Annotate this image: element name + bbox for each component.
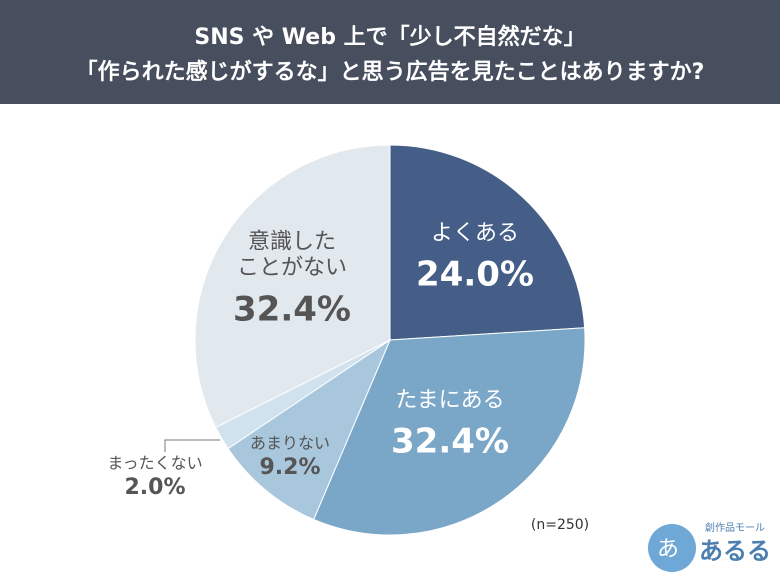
leader-line: [164, 439, 220, 452]
slice-label: まったくない: [107, 452, 203, 472]
value-label: 32.4%: [391, 421, 509, 462]
pie-slice: [313, 327, 586, 536]
logo-icon-text: あ: [657, 537, 679, 562]
slice-label: よくある: [430, 220, 520, 246]
note: (n=250): [531, 517, 589, 533]
value-label: 2.0%: [124, 474, 186, 500]
value-label: 9.2%: [259, 454, 321, 480]
header-band: [0, 0, 780, 104]
logo-name: あるる: [699, 537, 771, 565]
slice-label: あまりない: [249, 432, 331, 452]
chart-title: 「作られた感じがするな」と思う広告を見たことはありますか?: [76, 59, 705, 85]
slice-label: たまにある: [395, 387, 505, 413]
pie-slice: [194, 144, 391, 429]
pie-slice: [227, 338, 392, 521]
logo-icon: [648, 524, 696, 572]
value-label: 24.0%: [416, 254, 534, 295]
slice-label: 意識した ことがない: [236, 229, 348, 281]
chart-title: SNS や Web 上で「少し不自然だな」: [194, 24, 585, 50]
value-label: 32.4%: [233, 289, 351, 330]
pie-slice: [389, 144, 586, 341]
logo-tagline: 創作品モール: [705, 522, 765, 534]
